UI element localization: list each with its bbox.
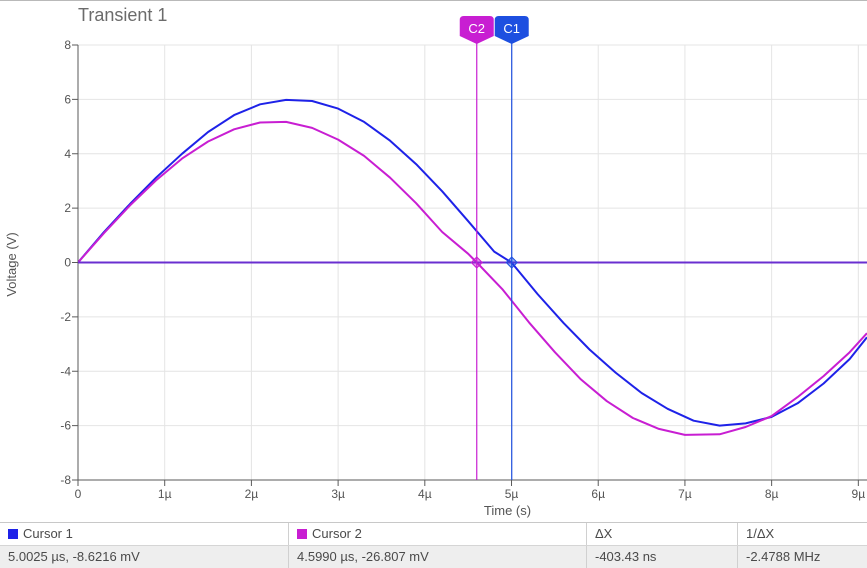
chart-title: Transient 1: [78, 5, 168, 25]
c1-cursor-label[interactable]: C1: [503, 21, 520, 36]
series-2-line: [78, 120, 867, 436]
x-tick-label: 3µ: [331, 487, 345, 501]
series-1-line: [78, 98, 867, 427]
y-tick-label: 0: [64, 256, 71, 270]
y-tick-label: -6: [60, 419, 71, 433]
cursor-table-values-row: 5.0025 µs, -8.6216 mV 4.5990 µs, -26.807…: [0, 545, 867, 568]
x-tick-label: 0: [75, 487, 82, 501]
x-tick-label: 2µ: [245, 487, 259, 501]
x-tick-label: 1µ: [158, 487, 172, 501]
cursor1-header: Cursor 1: [0, 523, 289, 545]
inverse-delta-x-header: 1/ΔX: [746, 526, 775, 541]
x-tick-label: 7µ: [678, 487, 692, 501]
x-tick-label: 5µ: [505, 487, 519, 501]
cursor-readout-table: Cursor 1 Cursor 2 ΔX 1/ΔX 5.0025 µs, -8.…: [0, 522, 867, 568]
delta-x-header: ΔX: [587, 523, 738, 545]
cursor1-swatch: [8, 529, 18, 539]
y-tick-label: 4: [64, 147, 71, 161]
y-tick-label: 2: [64, 201, 71, 215]
x-tick-label: 4µ: [418, 487, 432, 501]
top-border: [0, 0, 867, 1]
cursor2-header-label: Cursor 2: [312, 526, 362, 541]
x-axis-title: Time (s): [484, 503, 531, 518]
c1-cursor-flag[interactable]: [494, 16, 529, 44]
transient-chart[interactable]: -8 -6 -4 -2 0 2 4 6 8 0 1µ 2µ 3µ 4µ 5µ 6µ 7µ 8µ 9µ Time (s)…: [0, 0, 867, 522]
cursor2-swatch: [297, 529, 307, 539]
inverse-delta-x-value: -2.4788 MHz: [746, 549, 821, 564]
x-tick-label: 6µ: [591, 487, 605, 501]
y-axis-title: Voltage (V): [4, 232, 19, 296]
c2-cursor-label[interactable]: C2: [468, 21, 485, 36]
cursor-table-header-row: Cursor 1 Cursor 2 ΔX 1/ΔX: [0, 523, 867, 545]
c2-cursor-flag[interactable]: [459, 16, 494, 44]
x-tick-label: 8µ: [765, 487, 779, 501]
y-tick-label: -8: [60, 473, 71, 487]
y-tick-label: -4: [60, 364, 71, 378]
cursor2-header: Cursor 2: [289, 523, 587, 545]
cursor2-value: 4.5990 µs, -26.807 mV: [289, 546, 587, 568]
cursor1-value: 5.0025 µs, -8.6216 mV: [0, 546, 289, 568]
c1-cursor-marker[interactable]: [505, 256, 518, 269]
y-tick-label: -2: [60, 310, 71, 324]
x-tick-label: 9µ: [852, 487, 866, 501]
y-tick-label: 8: [64, 38, 71, 52]
y-tick-label: 6: [64, 92, 71, 106]
cursor1-header-label: Cursor 1: [23, 526, 73, 541]
delta-x-value: -403.43 ns: [587, 546, 738, 568]
c2-cursor-marker[interactable]: [470, 256, 483, 269]
